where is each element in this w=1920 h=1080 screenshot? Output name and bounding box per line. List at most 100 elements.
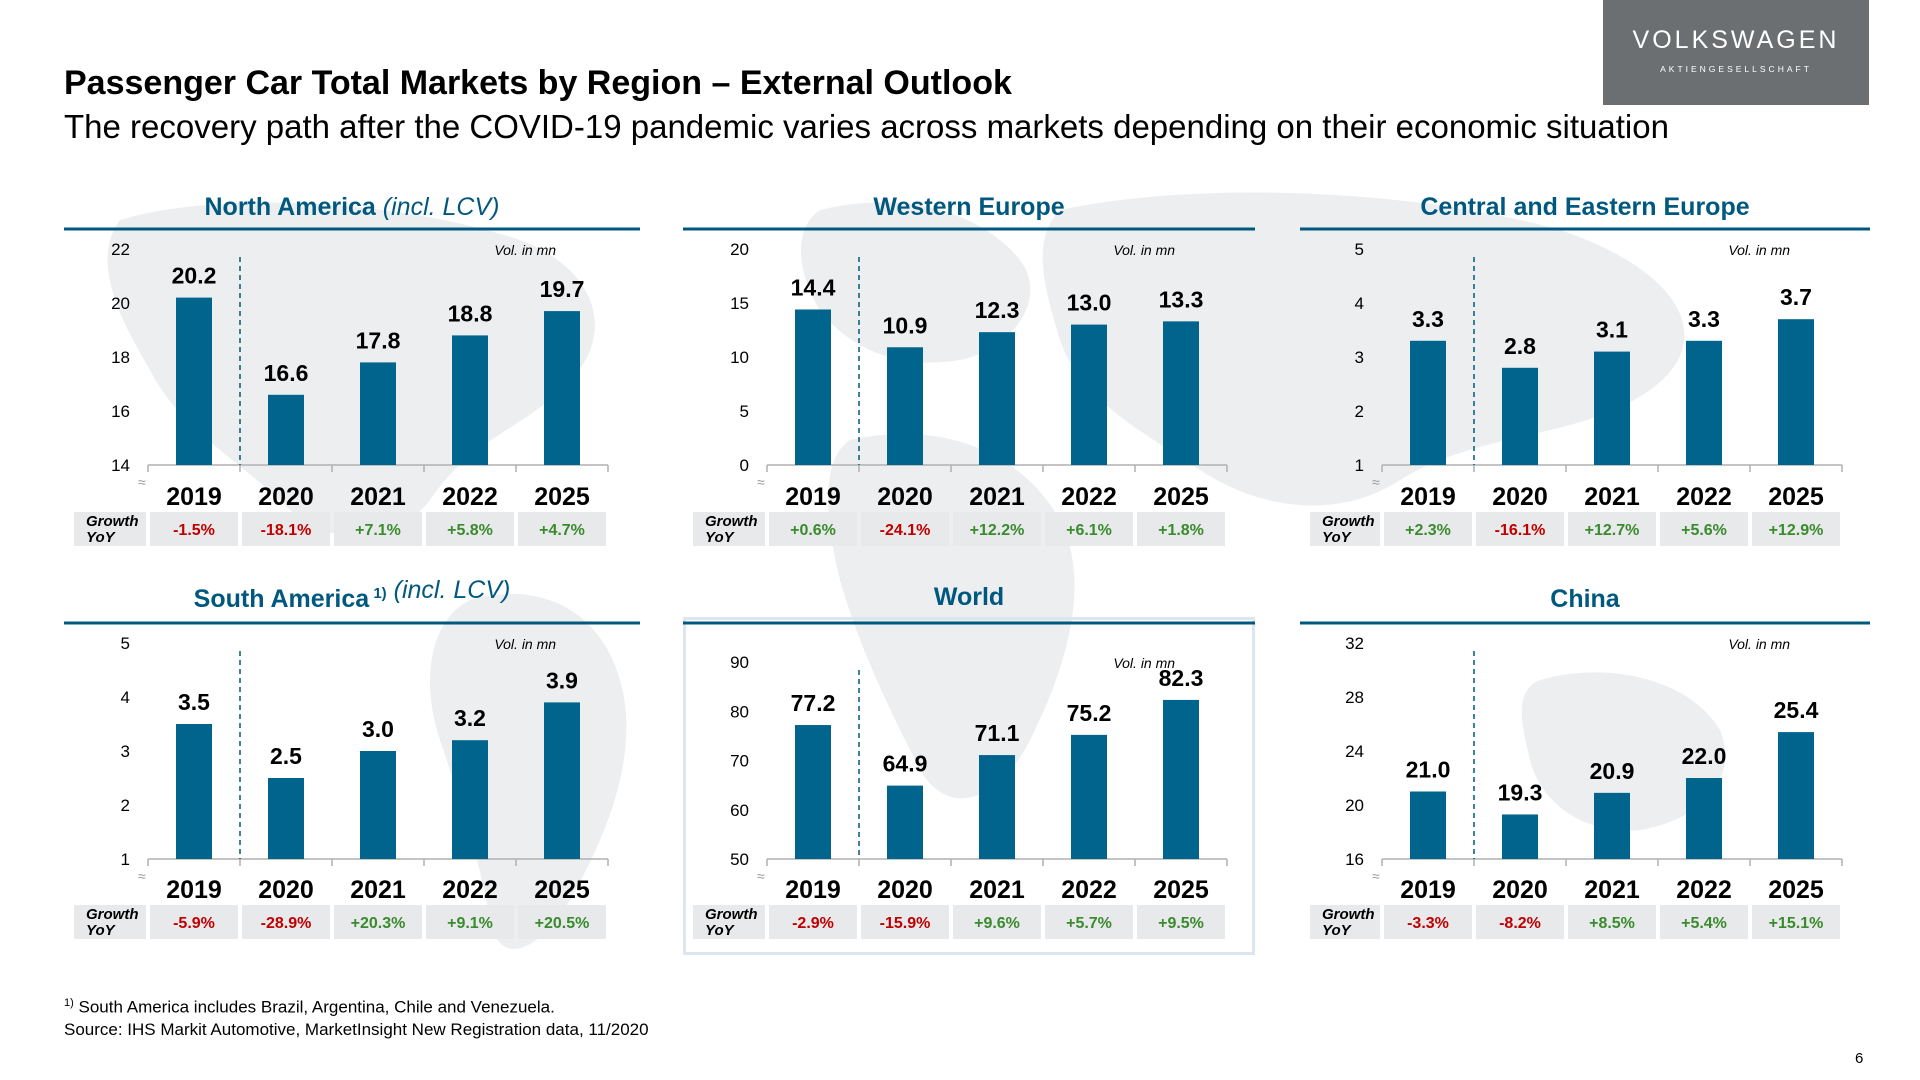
central-and-eastern-europe-x-label-2019: 2019 <box>1400 483 1456 511</box>
western-europe-ytick: 0 <box>740 456 749 475</box>
south-america-growth-2025: +20.5% <box>535 915 590 932</box>
china-growth-2019: -3.3% <box>1407 915 1449 932</box>
north-america-title: North America (incl. LCV) <box>205 193 500 221</box>
world-growth-label: Growth <box>705 906 758 923</box>
central-and-eastern-europe-growth-cell <box>1660 512 1748 546</box>
north-america-x-label-2021: 2021 <box>350 483 406 511</box>
central-and-eastern-europe-ytick: 4 <box>1355 294 1364 313</box>
world-growth-2019: -2.9% <box>792 915 834 932</box>
north-america-bar-2020 <box>268 394 304 465</box>
south-america-growth-label-yoy: YoY <box>86 922 117 939</box>
north-america-value-label-2019: 20.2 <box>172 263 217 289</box>
north-america-ytick: 14 <box>111 456 130 475</box>
world-axis-break: ≈ <box>757 868 765 884</box>
china-growth-cell <box>1476 905 1564 939</box>
china-bar-2020 <box>1502 814 1538 859</box>
south-america-axis-break: ≈ <box>138 868 146 884</box>
north-america-growth-cell <box>242 512 330 546</box>
western-europe-bar-2025 <box>1163 321 1199 465</box>
china-growth-cell <box>1568 905 1656 939</box>
central-and-eastern-europe-bar-2021 <box>1594 351 1630 465</box>
south-america-growth-2022: +9.1% <box>447 915 493 932</box>
south-america-ytick: 2 <box>121 796 130 815</box>
central-and-eastern-europe-x-label-2020: 2020 <box>1492 483 1548 511</box>
china-bar-2019 <box>1410 791 1446 859</box>
north-america-value-label-2021: 17.8 <box>356 327 401 353</box>
footnote-line-1: South America includes Brazil, Argentina… <box>78 997 555 1017</box>
world-value-label-2019: 77.2 <box>791 690 836 716</box>
central-and-eastern-europe-ytick: 3 <box>1355 348 1364 367</box>
world-bar-2025 <box>1163 699 1199 859</box>
south-america-title: South America 1) (incl. LCV) <box>194 576 511 613</box>
north-america-ytick: 20 <box>111 294 130 313</box>
footnote-marker: 1) <box>64 997 74 1009</box>
south-america-ytick: 3 <box>121 742 130 761</box>
world-growth-2022: +5.7% <box>1066 915 1112 932</box>
south-america-value-label-2021: 3.0 <box>362 716 394 742</box>
china-ytick: 32 <box>1345 634 1364 653</box>
china-value-label-2022: 22.0 <box>1682 743 1727 769</box>
central-and-eastern-europe-growth-label-yoy: YoY <box>1322 529 1353 546</box>
world-x-label-2021: 2021 <box>969 876 1025 904</box>
western-europe-bar-2019 <box>795 309 831 465</box>
china-growth-cell <box>1660 905 1748 939</box>
china-growth-label: Growth <box>1322 906 1375 923</box>
china-growth-2025: +15.1% <box>1769 915 1824 932</box>
world-bar-2022 <box>1071 734 1107 859</box>
world-growth-label-cell <box>693 905 765 939</box>
china-growth-label-yoy: YoY <box>1322 922 1353 939</box>
central-and-eastern-europe-ytick: 1 <box>1355 456 1364 475</box>
central-and-eastern-europe-bar-2020 <box>1502 367 1538 465</box>
central-and-eastern-europe-axis-break: ≈ <box>1372 474 1380 490</box>
western-europe-growth-label-yoy: YoY <box>705 529 736 546</box>
north-america-growth-cell <box>426 512 514 546</box>
china-value-label-2020: 19.3 <box>1498 779 1543 805</box>
western-europe-growth-cell <box>1045 512 1133 546</box>
china-title: China <box>1550 585 1621 613</box>
central-and-eastern-europe-x-label-2021: 2021 <box>1584 483 1640 511</box>
western-europe-growth-2020: -24.1% <box>880 522 931 539</box>
western-europe-axis-break: ≈ <box>757 474 765 490</box>
china-value-label-2021: 20.9 <box>1590 758 1635 784</box>
south-america-ytick: 1 <box>121 850 130 869</box>
western-europe-value-label-2022: 13.0 <box>1067 290 1112 316</box>
world-growth-cell <box>861 905 949 939</box>
china-ytick: 28 <box>1345 688 1364 707</box>
north-america-growth-2025: +4.7% <box>539 522 585 539</box>
south-america-growth-2020: -28.9% <box>261 915 312 932</box>
western-europe-growth-cell <box>769 512 857 546</box>
world-value-label-2021: 71.1 <box>975 720 1020 746</box>
logo-brand: VOLKSWAGEN <box>1632 26 1840 54</box>
north-america-growth-label: Growth <box>86 513 139 530</box>
western-europe-value-label-2025: 13.3 <box>1159 286 1204 312</box>
south-america-value-label-2022: 3.2 <box>454 705 486 731</box>
south-america-x-label-2022: 2022 <box>442 876 498 904</box>
western-europe-growth-2022: +6.1% <box>1066 522 1112 539</box>
central-and-eastern-europe-growth-label: Growth <box>1322 513 1375 530</box>
page-title: Passenger Car Total Markets by Region – … <box>64 64 1012 102</box>
western-europe-growth-cell <box>861 512 949 546</box>
china-x-label-2019: 2019 <box>1400 876 1456 904</box>
central-and-eastern-europe-value-label-2025: 3.7 <box>1780 284 1812 310</box>
western-europe-growth-cell <box>1137 512 1225 546</box>
world-ytick: 70 <box>730 752 749 771</box>
world-x-label-2020: 2020 <box>877 876 933 904</box>
china-growth-cell <box>1384 905 1472 939</box>
north-america-growth-label-cell <box>74 512 146 546</box>
western-europe-growth-2019: +0.6% <box>790 522 836 539</box>
world-value-label-2020: 64.9 <box>883 751 928 777</box>
central-and-eastern-europe-bar-2022 <box>1686 340 1722 465</box>
china-unit-label: Vol. in mn <box>1728 636 1790 652</box>
north-america-unit-label: Vol. in mn <box>494 242 556 258</box>
china-growth-2020: -8.2% <box>1499 915 1541 932</box>
western-europe-x-label-2025: 2025 <box>1153 483 1209 511</box>
world-ytick: 50 <box>730 850 749 869</box>
central-and-eastern-europe-bar-2019 <box>1410 340 1446 465</box>
page-number: 6 <box>1855 1050 1864 1067</box>
world-growth-cell <box>1045 905 1133 939</box>
central-and-eastern-europe-bar-2025 <box>1778 319 1814 465</box>
world-x-label-2022: 2022 <box>1061 876 1117 904</box>
volkswagen-logo: VOLKSWAGEN AKTIENGESELLSCHAFT <box>1603 0 1869 105</box>
western-europe-value-label-2019: 14.4 <box>791 274 836 300</box>
